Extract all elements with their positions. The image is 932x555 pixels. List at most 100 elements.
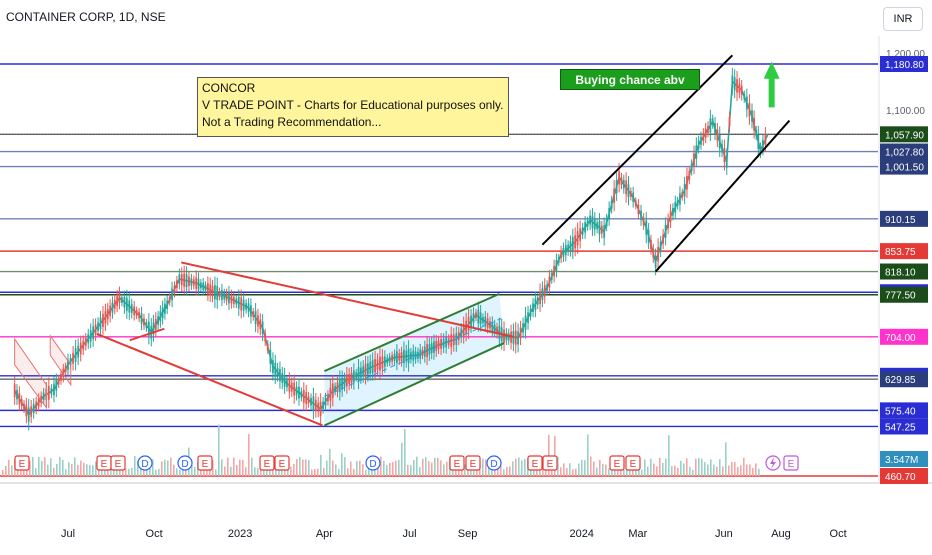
candle-body [206,283,209,295]
candle-body [482,317,484,323]
candle-body [738,83,741,93]
volume-bar [584,460,586,476]
volume-bar [653,463,655,476]
candle-body [23,403,25,410]
candle-body [87,334,90,344]
volume-bar [503,469,505,476]
candle-body [104,311,107,324]
volume-bar [158,468,160,476]
candle-body [496,326,498,335]
signal-label[interactable]: Buying chance abv 1065 [560,69,700,108]
candle-body [211,285,214,297]
candle-body [491,322,494,332]
price-badge [880,286,928,303]
event-label: D [181,459,188,470]
candle-body [396,351,398,364]
candle-body [489,321,491,329]
volume-bar [386,465,388,476]
volume-bar [89,464,91,476]
candle-body [477,309,480,324]
candle-body [159,311,162,322]
candle-body [257,315,259,327]
candle-body [312,396,315,411]
candle-body [479,312,482,325]
volume-bar [752,467,754,476]
candle-body [536,297,539,305]
candle-body [240,297,243,311]
candle-body [250,305,252,317]
trend-line [541,54,734,246]
candle-body [460,328,463,338]
candle-body [202,282,205,291]
candle-body [293,382,296,396]
candle-body [688,170,691,180]
candle-body [569,241,572,251]
candle-body [403,349,405,364]
candle-body [679,193,681,205]
candle-body [72,352,74,364]
candle-body [185,274,188,288]
price-badge [880,418,928,435]
candle-body [470,315,472,327]
candle-body [686,175,688,190]
candle-body [359,367,362,378]
candle-body [659,241,662,252]
candle-body [18,393,21,405]
candle-body [99,317,102,330]
candle-body [171,288,173,301]
volume-bar [710,459,712,476]
candle-body [355,372,358,379]
candle-body [62,368,65,378]
price-badge-label: 777.50 [885,291,916,302]
volume-bar [173,464,175,476]
volume-bar [677,467,679,476]
candle-body [47,385,50,400]
time-tick-label: 2024 [569,528,593,540]
volume-bar [404,429,406,476]
candle-body [329,387,332,401]
candle-body [279,369,281,382]
volume-bar [515,458,517,476]
candle-body [266,343,269,351]
price-badge [880,56,928,72]
candle-body [343,377,346,387]
disclaimer-note[interactable]: CONCOR V TRADE POINT - Charts for Educat… [197,77,509,137]
candle-body [652,248,655,258]
candle-body [581,227,584,235]
candle-body [517,331,519,345]
volume-bar [212,460,214,476]
volume-bar [464,464,466,476]
symbol-title[interactable]: CONTAINER CORP, 1D, NSE [6,10,166,24]
currency-button[interactable]: INR [883,7,923,31]
candle-body [55,380,58,391]
candle-body [42,392,45,400]
candle-body [35,401,38,410]
volume-bar [329,448,331,476]
candle-body [237,296,240,309]
candle-body [74,348,77,362]
volume-bar [68,462,70,476]
price-badge-label: 704.00 [885,333,916,344]
volume-bar [482,458,484,476]
volume-bar [320,454,322,476]
volume-bar [62,459,64,476]
event-label: E [264,459,271,470]
candle-body [190,278,193,286]
candle-body [728,117,731,127]
volume-bar [575,468,577,476]
candle-body [364,363,367,377]
candle-body [522,323,524,333]
candle-body [669,210,672,222]
volume-bar [95,461,97,476]
candle-body [228,292,230,304]
candle-body [27,407,30,422]
volume-bar [266,467,268,476]
volume-bar [224,466,226,476]
volume-bar [581,459,583,476]
volume-bar [662,463,664,476]
volume-bar [323,468,325,476]
volume-bar [206,469,208,476]
candle-body [314,399,317,411]
volume-bar [8,459,10,476]
